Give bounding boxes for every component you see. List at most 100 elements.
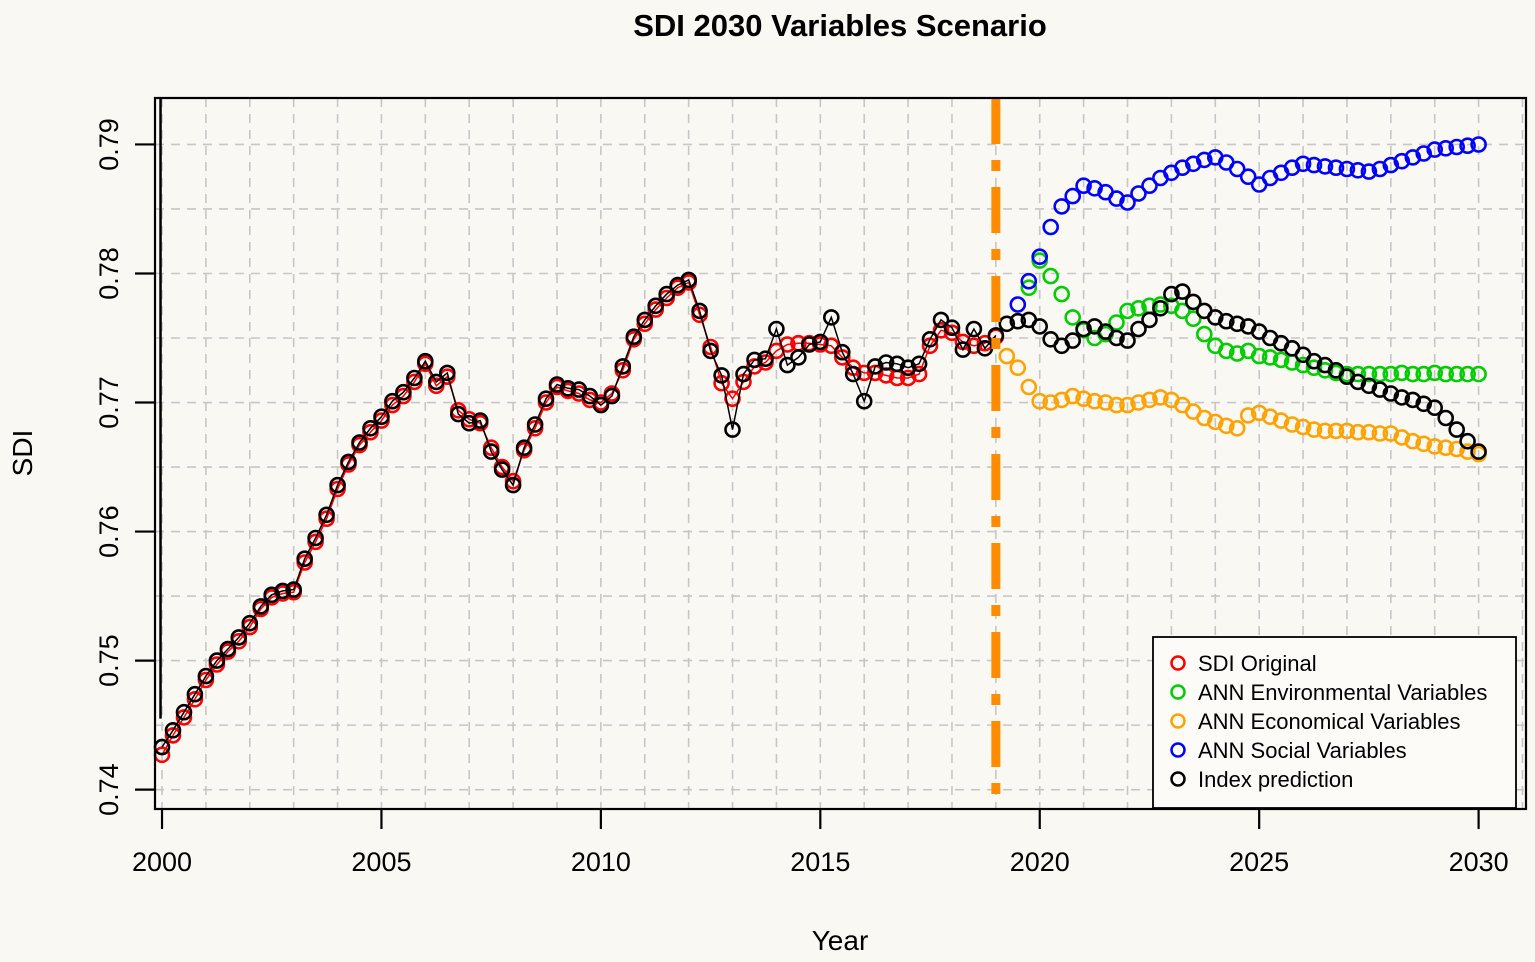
index-prediction-fit-point: [559, 379, 577, 397]
ann-economical-point: [1130, 394, 1147, 411]
ann-social-point: [1075, 177, 1092, 194]
index-prediction-fit-point: [252, 598, 270, 615]
index-prediction-fit-point: [603, 387, 621, 405]
ann-economical-point: [1031, 392, 1048, 410]
index-prediction-fit-point: [263, 586, 281, 604]
ann-environmental-point: [1470, 365, 1487, 383]
x-tick-label-2025: 2025: [1229, 847, 1289, 877]
index-prediction-fit-point: [526, 416, 544, 433]
ann-economical-point: [1349, 423, 1367, 441]
ann-social-point: [1294, 155, 1312, 173]
ann-economical-point: [1404, 432, 1422, 450]
y-axis-title: SDI: [7, 430, 38, 477]
index-prediction-fit-point: [790, 349, 807, 366]
ann-environmental-point: [1042, 267, 1059, 285]
index-prediction-fit-point: [504, 476, 522, 494]
ann-social-point: [1119, 194, 1136, 211]
ann-environmental-point: [1053, 285, 1070, 303]
ann-environmental-point: [1119, 302, 1136, 320]
ann-economical-point: [1316, 422, 1334, 440]
sdi-original-point: [943, 324, 961, 342]
ann-environmental-point: [1218, 342, 1235, 360]
index-prediction-fit-point: [384, 392, 401, 410]
index-prediction-fit-point: [921, 330, 939, 348]
series-index-prediction-fit: [153, 271, 1005, 756]
index-prediction-fit-point: [592, 396, 610, 414]
index-prediction-fit-point: [691, 302, 708, 320]
index-prediction-fit-point: [932, 311, 950, 329]
ann-economical-point: [1141, 391, 1158, 409]
plot-border: [153, 96, 1528, 811]
sdi-original-point: [724, 390, 741, 408]
index-prediction-fit-point: [285, 581, 303, 598]
index-prediction-fit-point: [548, 376, 566, 393]
x-tick-label-2030: 2030: [1449, 847, 1509, 877]
ann-economical-point: [1305, 421, 1323, 438]
ann-economical-point: [1053, 391, 1070, 409]
ann-economical-point: [1228, 419, 1246, 437]
sdi-original-point: [164, 727, 182, 744]
ann-environmental-point: [1393, 364, 1411, 382]
ann-social-point: [1053, 198, 1070, 215]
index-prediction-fit-point: [329, 476, 346, 494]
index-prediction-fit-point: [625, 328, 643, 346]
sdi-original-point: [175, 709, 193, 726]
ann-environmental-point: [1174, 302, 1191, 320]
ann-economical-point: [1437, 439, 1454, 457]
index-prediction-forecast-point: [1459, 432, 1476, 450]
legend-marker-1: [1170, 655, 1186, 671]
ann-social-point: [1228, 160, 1246, 178]
ann-economical-point: [1119, 396, 1136, 414]
index-prediction-fit-point: [274, 582, 292, 600]
index-prediction-fit-point: [373, 408, 390, 426]
index-prediction-fit-point: [427, 373, 445, 391]
index-prediction-forecast-point: [1185, 293, 1202, 311]
index-prediction-fit-point: [724, 421, 741, 438]
ann-environmental-point: [1196, 325, 1213, 343]
legend-marker-2: [1170, 684, 1186, 700]
ann-economical-point: [1020, 378, 1038, 396]
ann-environmental-point: [1360, 365, 1378, 383]
legend-entry-5: Index prediction: [1170, 767, 1353, 792]
ann-economical-point: [1108, 396, 1125, 414]
index-prediction-fit-point: [779, 356, 796, 374]
ann-social-point: [1470, 136, 1487, 153]
ann-environmental-point: [1404, 365, 1422, 383]
ann-social-point: [1031, 248, 1048, 266]
ann-economical-point: [1327, 422, 1345, 440]
index-prediction-fit-point: [899, 359, 917, 377]
index-prediction-forecast-point: [1228, 315, 1246, 333]
index-prediction-fit-point: [493, 461, 511, 478]
index-prediction-forecast-point: [1130, 320, 1147, 338]
x-axis-ticks: 2000 2005 2010 2015 2020 2025 2030: [132, 809, 1509, 877]
ann-economical-point: [1393, 429, 1411, 446]
y-tick-label-0.74: 0.74: [94, 763, 124, 816]
ann-environmental-point: [1108, 314, 1125, 331]
index-prediction-fit-point: [537, 390, 555, 408]
ann-environmental-point: [1316, 361, 1334, 379]
index-prediction-fit-point: [581, 387, 599, 405]
index-prediction-forecast-point: [1064, 332, 1081, 349]
ann-environmental-point: [1272, 351, 1290, 369]
x-tick-label-2000: 2000: [132, 847, 192, 877]
index-prediction-fit-point: [614, 358, 632, 375]
legend-label-1: SDI Original: [1198, 651, 1317, 676]
series-line-index-prediction-fit: [161, 278, 997, 748]
index-prediction-fit-point: [416, 352, 434, 370]
ann-economical-point: [1207, 413, 1224, 431]
index-prediction-fit-point: [768, 320, 785, 338]
index-prediction-fit-point: [460, 414, 478, 432]
index-prediction-fit-point: [449, 405, 467, 423]
ann-environmental-point: [1305, 359, 1323, 377]
ann-social-point: [1020, 272, 1038, 290]
index-prediction-fit-point: [877, 354, 895, 371]
series-ann-economical: [998, 347, 1487, 463]
index-prediction-forecast-point: [1426, 399, 1443, 417]
index-prediction-fit-point: [351, 434, 368, 451]
index-prediction-forecast-point: [1218, 312, 1235, 330]
legend-label-4: ANN Social Variables: [1198, 738, 1407, 763]
ann-environmental-point: [1130, 299, 1147, 317]
ann-environmental-point: [1459, 365, 1476, 383]
